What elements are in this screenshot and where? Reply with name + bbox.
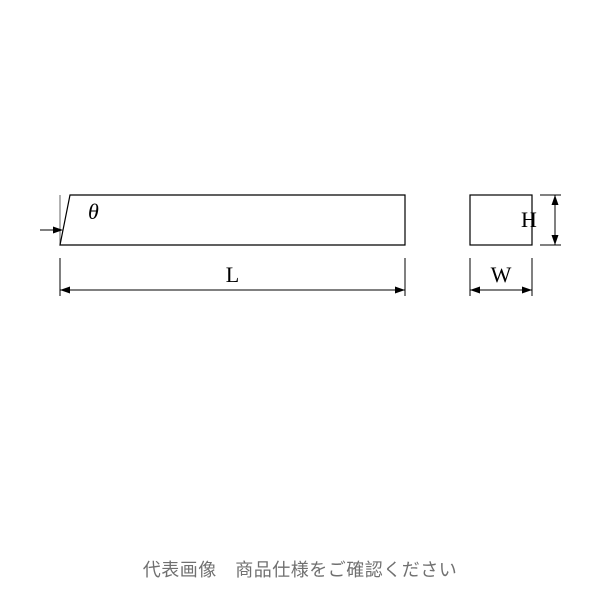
svg-text:H: H: [521, 207, 537, 232]
svg-text:θ: θ: [88, 199, 99, 224]
footer-text: 代表画像 商品仕様をご確認ください: [143, 560, 458, 580]
svg-text:L: L: [226, 262, 239, 287]
drawing-svg: θ L W H: [0, 0, 600, 600]
diagram-canvas: θ L W H: [0, 0, 600, 600]
svg-text:W: W: [491, 262, 512, 287]
footer-note: 代表画像 商品仕様をご確認ください: [0, 556, 600, 582]
